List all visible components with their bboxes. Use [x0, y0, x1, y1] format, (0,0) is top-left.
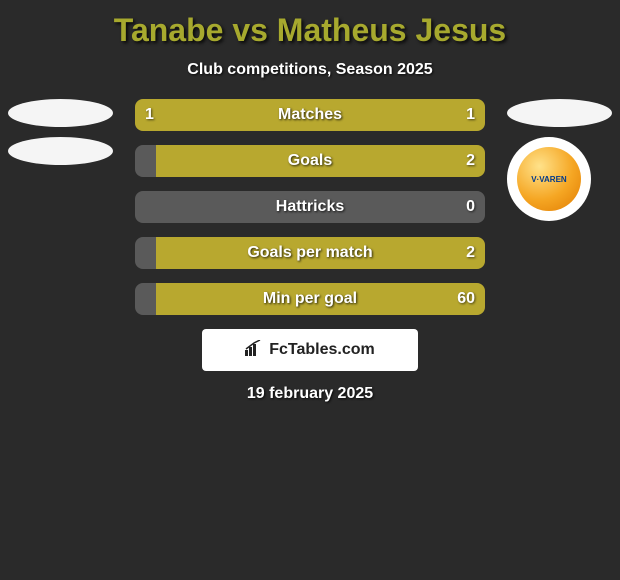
stat-bar-row: 2 Goals: [135, 145, 485, 177]
stat-bar-left: [135, 283, 156, 315]
stat-label: Goals per match: [247, 244, 372, 262]
stat-label: Min per goal: [263, 290, 357, 308]
stat-label: Hattricks: [276, 198, 344, 216]
chart-icon: [245, 340, 265, 361]
page-title: Tanabe vs Matheus Jesus: [0, 0, 620, 53]
placeholder-ellipse-icon: [8, 99, 113, 127]
logo-text: FcTables.com: [269, 341, 375, 359]
stat-bar-row: 0 Hattricks: [135, 191, 485, 223]
team-badge: V·VAREN: [507, 137, 591, 221]
placeholder-ellipse-icon: [8, 137, 113, 165]
stat-value-right: 2: [466, 244, 475, 262]
left-team-badges: [8, 99, 113, 175]
stat-value-right: 60: [457, 290, 475, 308]
team-badge-text: V·VAREN: [531, 175, 566, 184]
comparison-bars: 1 1 Matches 2 Goals 0 Hattricks 2 Goals per matc…: [135, 99, 485, 315]
stat-label: Goals: [288, 152, 332, 170]
stat-bar-row: 2 Goals per match: [135, 237, 485, 269]
stat-bar-row: 60 Min per goal: [135, 283, 485, 315]
vvaren-badge-icon: V·VAREN: [517, 147, 581, 211]
infographic-date: 19 february 2025: [0, 385, 620, 403]
stat-bar-left: [135, 237, 156, 269]
stat-value-right: 1: [466, 106, 475, 124]
right-team-badges: V·VAREN: [507, 99, 612, 221]
stat-value-right: 2: [466, 152, 475, 170]
comparison-infographic: Tanabe vs Matheus Jesus Club competition…: [0, 0, 620, 403]
stat-bar-row: 1 1 Matches: [135, 99, 485, 131]
stat-label: Matches: [278, 106, 342, 124]
placeholder-ellipse-icon: [507, 99, 612, 127]
fctables-logo: FcTables.com: [202, 329, 418, 371]
stat-value-right: 0: [466, 198, 475, 216]
stat-bar-left: [135, 145, 156, 177]
stat-value-left: 1: [145, 106, 154, 124]
page-subtitle: Club competitions, Season 2025: [0, 53, 620, 99]
